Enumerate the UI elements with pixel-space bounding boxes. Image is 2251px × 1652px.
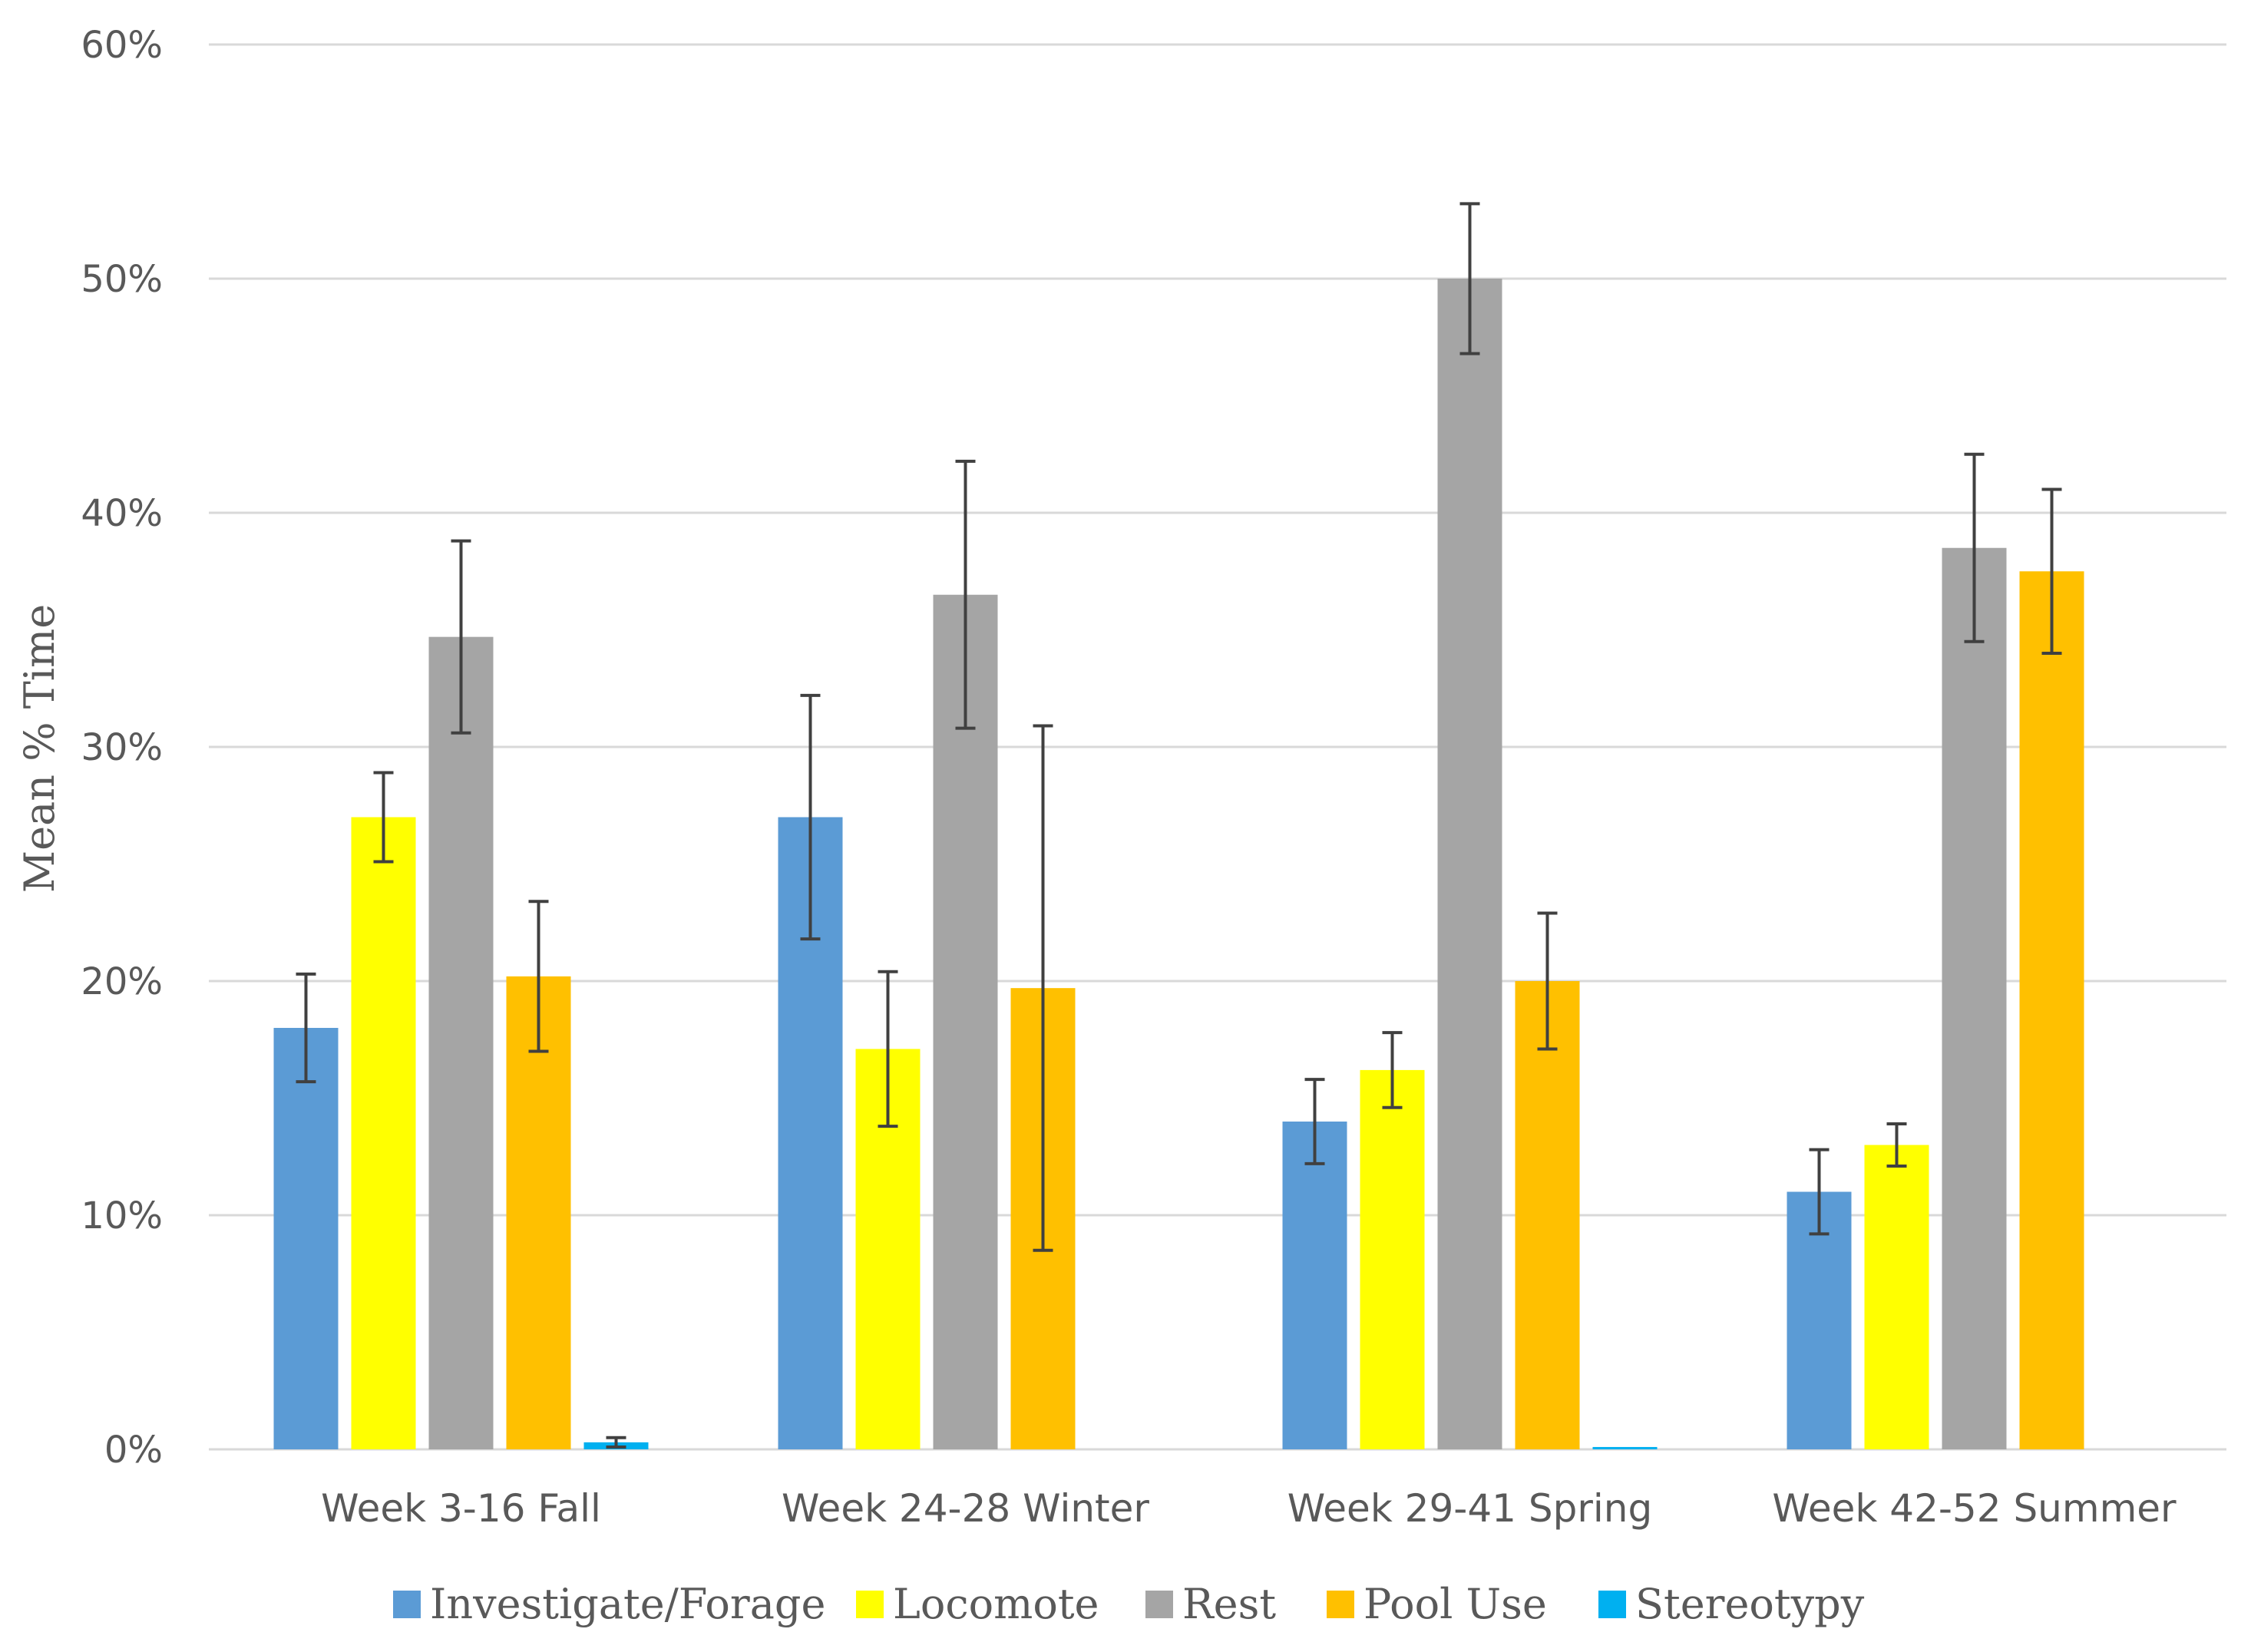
legend-swatch <box>1598 1591 1626 1618</box>
legend-swatch <box>1145 1591 1173 1618</box>
y-tick-label: 0% <box>104 1429 163 1472</box>
error-bars <box>296 202 2062 1449</box>
bar-rest <box>933 594 998 1449</box>
legend-label: Investigate/Forage <box>430 1580 825 1628</box>
bar-rest <box>1437 279 1502 1449</box>
y-tick-label: 40% <box>81 492 163 535</box>
x-category-label: Week 29-41 Spring <box>1287 1486 1652 1531</box>
legend-label: Rest <box>1182 1580 1276 1628</box>
legend-swatch <box>1327 1591 1354 1618</box>
y-axis-label: Mean % Time <box>15 604 64 893</box>
bar-pool-use <box>506 976 571 1449</box>
y-tick-label: 30% <box>81 726 163 769</box>
bar-locomote <box>351 817 416 1449</box>
y-axis-ticks: 0% 10% 20% 30% 40% 50% 60% <box>81 24 163 1472</box>
y-tick-label: 50% <box>81 258 163 301</box>
legend-label: Locomote <box>893 1580 1099 1628</box>
legend-item: Pool Use <box>1327 1580 1547 1628</box>
legend-label: Stereotypy <box>1635 1580 1865 1628</box>
bar-rest <box>428 636 494 1449</box>
y-tick-label: 10% <box>81 1194 163 1237</box>
legend-item: Rest <box>1145 1580 1276 1628</box>
bars <box>273 279 2084 1449</box>
bar-investigate-forage <box>1282 1122 1347 1449</box>
bar-rest <box>1942 547 2007 1449</box>
legend-item: Stereotypy <box>1598 1580 1865 1628</box>
legend: Investigate/Forage Locomote Rest Pool Use St… <box>393 1580 1865 1628</box>
y-tick-label: 20% <box>81 960 163 1003</box>
bar-locomote <box>1864 1145 1929 1449</box>
legend-item: Investigate/Forage <box>393 1580 825 1628</box>
bar-investigate-forage <box>273 1028 339 1449</box>
x-axis-categories: Week 3-16 Fall Week 24-28 Winter Week 29-4… <box>321 1486 2177 1531</box>
bar-locomote <box>1360 1069 1425 1449</box>
legend-item: Locomote <box>856 1580 1099 1628</box>
legend-swatch <box>393 1591 421 1618</box>
bar-stereotypy <box>1592 1446 1658 1449</box>
x-category-label: Week 3-16 Fall <box>321 1486 601 1531</box>
x-category-label: Week 24-28 Winter <box>782 1486 1149 1531</box>
y-tick-label: 60% <box>81 24 163 67</box>
x-category-label: Week 42-52 Summer <box>1772 1486 2177 1531</box>
bar-pool-use <box>2019 571 2084 1449</box>
bar-pool-use <box>1515 981 1580 1449</box>
legend-label: Pool Use <box>1363 1580 1547 1628</box>
legend-swatch <box>856 1591 884 1618</box>
